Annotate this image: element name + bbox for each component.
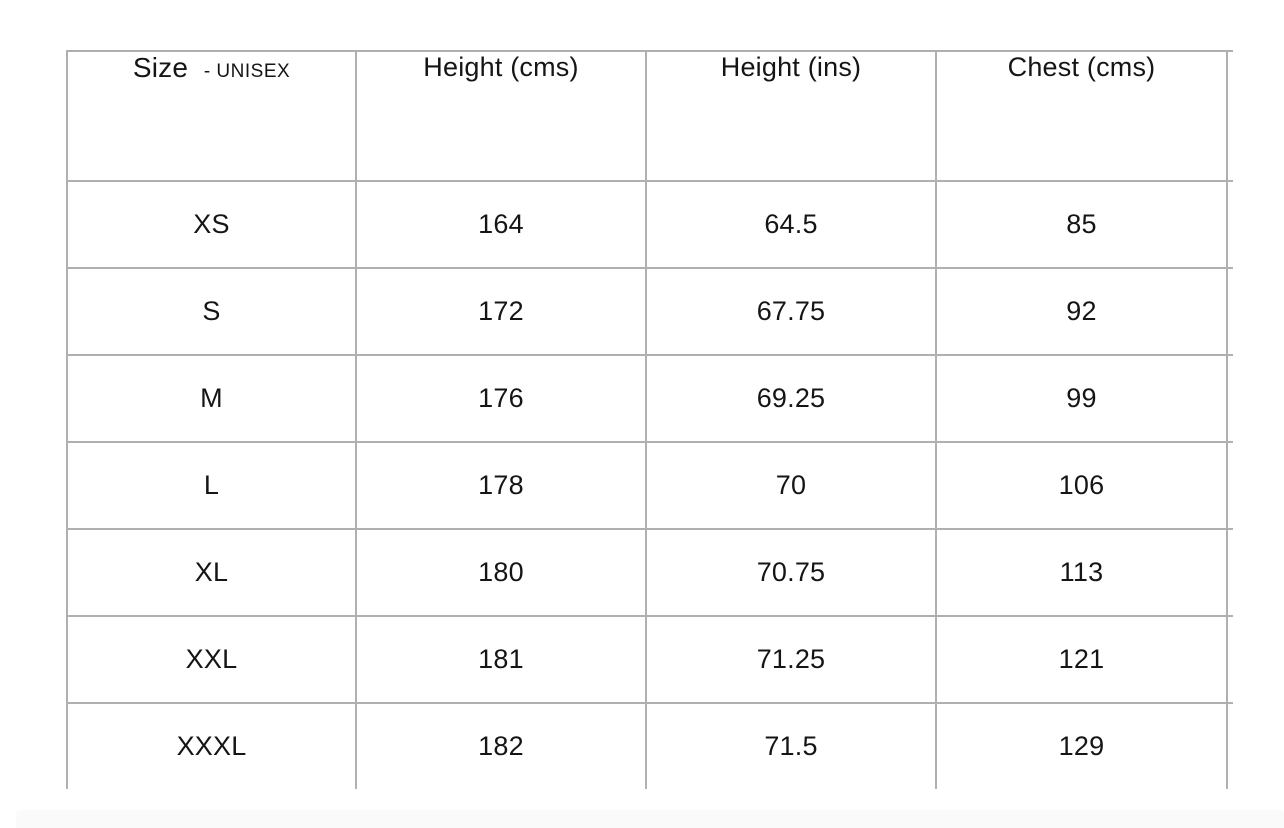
height-cms-cell: 181 bbox=[355, 615, 647, 704]
height-ins-cell: 70 bbox=[645, 441, 937, 530]
header-size: Size - UNISEX bbox=[66, 50, 357, 182]
header-size-sublabel: - UNISEX bbox=[203, 61, 291, 82]
size-cell: XS bbox=[66, 180, 357, 269]
table-row: M 176 69.25 99 bbox=[66, 354, 1233, 443]
table-row: L 178 70 106 bbox=[66, 441, 1233, 530]
clipped-cell bbox=[1226, 267, 1233, 356]
table-row: XXL 181 71.25 121 bbox=[66, 615, 1233, 704]
header-chest-cms: Chest (cms) bbox=[935, 50, 1228, 182]
size-cell: L bbox=[66, 441, 357, 530]
height-cms-cell: 164 bbox=[355, 180, 647, 269]
size-chart-table: Size - UNISEX Height (cms) Height (ins) … bbox=[66, 50, 1233, 789]
clipped-cell bbox=[1226, 441, 1233, 530]
table-row: S 172 67.75 92 bbox=[66, 267, 1233, 356]
height-ins-cell: 70.75 bbox=[645, 528, 937, 617]
size-cell: M bbox=[66, 354, 357, 443]
height-cms-cell: 172 bbox=[355, 267, 647, 356]
clipped-cell bbox=[1226, 180, 1233, 269]
chest-cms-cell: 129 bbox=[935, 702, 1228, 789]
height-ins-cell: 67.75 bbox=[645, 267, 937, 356]
header-clipped-column bbox=[1226, 50, 1233, 182]
chest-cms-cell: 92 bbox=[935, 267, 1228, 356]
table-row: XXXL 182 71.5 129 bbox=[66, 702, 1233, 789]
chest-cms-cell: 85 bbox=[935, 180, 1228, 269]
size-chart-container: Size - UNISEX Height (cms) Height (ins) … bbox=[66, 50, 1233, 789]
height-ins-cell: 69.25 bbox=[645, 354, 937, 443]
clipped-cell bbox=[1226, 615, 1233, 704]
chest-cms-cell: 99 bbox=[935, 354, 1228, 443]
size-cell: XXL bbox=[66, 615, 357, 704]
height-cms-cell: 176 bbox=[355, 354, 647, 443]
size-cell: XL bbox=[66, 528, 357, 617]
header-height-cms: Height (cms) bbox=[355, 50, 647, 182]
chest-cms-cell: 121 bbox=[935, 615, 1228, 704]
height-ins-cell: 71.25 bbox=[645, 615, 937, 704]
bottom-strip bbox=[16, 810, 1284, 828]
height-cms-cell: 178 bbox=[355, 441, 647, 530]
clipped-cell bbox=[1226, 528, 1233, 617]
size-cell: S bbox=[66, 267, 357, 356]
height-ins-cell: 71.5 bbox=[645, 702, 937, 789]
height-cms-cell: 182 bbox=[355, 702, 647, 789]
table-row: XL 180 70.75 113 bbox=[66, 528, 1233, 617]
height-ins-cell: 64.5 bbox=[645, 180, 937, 269]
size-cell: XXXL bbox=[66, 702, 357, 789]
clipped-cell bbox=[1226, 354, 1233, 443]
chest-cms-cell: 106 bbox=[935, 441, 1228, 530]
clipped-cell bbox=[1226, 702, 1233, 789]
table-row: XS 164 64.5 85 bbox=[66, 180, 1233, 269]
header-row: Size - UNISEX Height (cms) Height (ins) … bbox=[66, 50, 1233, 182]
header-size-label: Size bbox=[132, 52, 189, 83]
height-cms-cell: 180 bbox=[355, 528, 647, 617]
header-height-ins: Height (ins) bbox=[645, 50, 937, 182]
chest-cms-cell: 113 bbox=[935, 528, 1228, 617]
